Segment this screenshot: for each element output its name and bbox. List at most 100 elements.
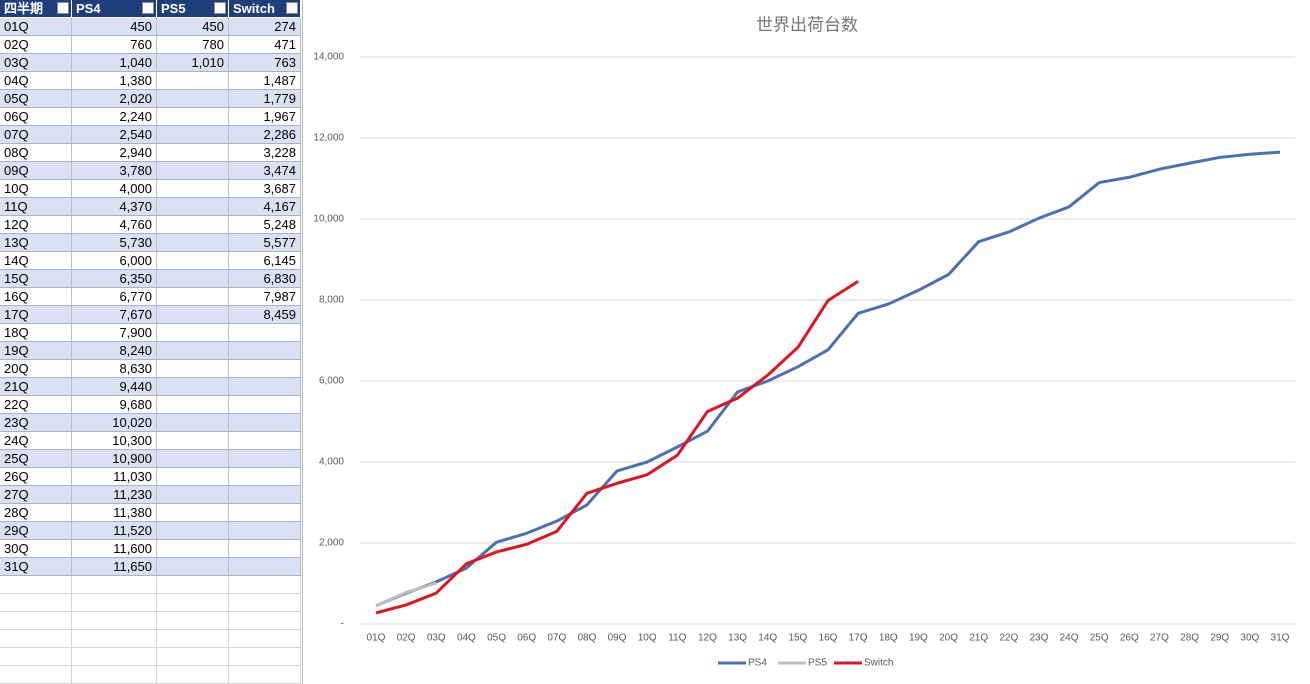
- table-cell: [157, 216, 229, 234]
- x-tick-label: 31Q: [1271, 633, 1290, 644]
- table-row: 03Q 1,040 1,010 763: [0, 54, 301, 72]
- table-cell: 6,350: [72, 270, 157, 288]
- table-cell: [157, 72, 229, 90]
- table-cell: 21Q: [0, 378, 72, 396]
- table-row: 26Q 11,030: [0, 468, 301, 486]
- table-cell: 10Q: [0, 180, 72, 198]
- table-row: 11Q 4,370 4,167: [0, 198, 301, 216]
- empty-cell: [0, 594, 72, 612]
- empty-row: [0, 612, 301, 630]
- series-line: [375, 150, 1281, 608]
- table-cell: 15Q: [0, 270, 72, 288]
- table-cell: 2,286: [229, 126, 301, 144]
- table-cell: 5,248: [229, 216, 301, 234]
- table-cell: [157, 144, 229, 162]
- table-row: 25Q 10,900: [0, 450, 301, 468]
- table-cell: 6,770: [72, 288, 157, 306]
- x-tick-label: 18Q: [879, 633, 898, 644]
- table-cell: 9,680: [72, 396, 157, 414]
- table-cell: 450: [157, 18, 229, 36]
- header-cell[interactable]: PS5: [157, 0, 229, 18]
- table-cell: 2,240: [72, 108, 157, 126]
- x-tick-label: 23Q: [1029, 633, 1048, 644]
- table-cell: 8,459: [229, 306, 301, 324]
- header-cell[interactable]: 四半期: [0, 0, 72, 18]
- table-cell: [157, 288, 229, 306]
- empty-cell: [229, 612, 301, 630]
- table-row: 13Q 5,730 5,577: [0, 234, 301, 252]
- x-tick-label: 10Q: [638, 633, 657, 644]
- x-tick-label: 08Q: [577, 633, 596, 644]
- table-row: 24Q 10,300: [0, 432, 301, 450]
- table-cell: 04Q: [0, 72, 72, 90]
- table-cell: 13Q: [0, 234, 72, 252]
- table-cell: 17Q: [0, 306, 72, 324]
- table-cell: [157, 126, 229, 144]
- empty-cell: [0, 648, 72, 666]
- empty-cell: [229, 594, 301, 612]
- empty-cell: [72, 630, 157, 648]
- table-cell: 4,167: [229, 198, 301, 216]
- table-cell: 1,040: [72, 54, 157, 72]
- x-tick-label: 24Q: [1060, 633, 1079, 644]
- table-cell: [229, 432, 301, 450]
- x-tick-label: 09Q: [608, 633, 627, 644]
- table-row: 09Q 3,780 3,474: [0, 162, 301, 180]
- table-cell: 3,474: [229, 162, 301, 180]
- table-cell: [229, 450, 301, 468]
- chart: 世界出荷台数 - 2,000 4,000 6,000 8,000 10,000 12,000…: [313, 15, 1295, 669]
- table-cell: 16Q: [0, 288, 72, 306]
- empty-cell: [72, 576, 157, 594]
- table-cell: 25Q: [0, 450, 72, 468]
- empty-row: [0, 666, 301, 684]
- table-cell: [229, 396, 301, 414]
- empty-cell: [229, 666, 301, 684]
- empty-cell: [157, 630, 229, 648]
- y-tick-label: 6,000: [319, 376, 344, 387]
- table-cell: [157, 198, 229, 216]
- table-cell: 5,730: [72, 234, 157, 252]
- header-cell[interactable]: Switch: [229, 0, 301, 18]
- table-row: 04Q 1,380 1,487: [0, 72, 301, 90]
- empty-cell: [0, 576, 72, 594]
- table-cell: 28Q: [0, 504, 72, 522]
- x-tick-label: 11Q: [668, 633, 686, 644]
- table-cell: 11,650: [72, 558, 157, 576]
- legend-label: PS4: [748, 658, 767, 669]
- table-row: 17Q 7,670 8,459: [0, 306, 301, 324]
- table-row: 28Q 11,380: [0, 504, 301, 522]
- table-cell: 10,020: [72, 414, 157, 432]
- legend-label: PS5: [808, 658, 827, 669]
- empty-cell: [157, 576, 229, 594]
- table-cell: [157, 252, 229, 270]
- table-row: 02Q 760 780 471: [0, 36, 301, 54]
- table-cell: [157, 522, 229, 540]
- header-cell[interactable]: PS4: [72, 0, 157, 18]
- y-tick-label: 12,000: [313, 133, 344, 144]
- table-cell: [229, 558, 301, 576]
- table-cell: [157, 306, 229, 324]
- table-row: 31Q 11,650: [0, 558, 301, 576]
- table-cell: 31Q: [0, 558, 72, 576]
- table-cell: 26Q: [0, 468, 72, 486]
- x-tick-label: 13Q: [728, 633, 747, 644]
- table-row: 06Q 2,240 1,967: [0, 108, 301, 126]
- table-cell: 11,600: [72, 540, 157, 558]
- empty-cell: [72, 612, 157, 630]
- empty-row: [0, 648, 301, 666]
- y-tick-label: 14,000: [313, 52, 344, 63]
- table-cell: 6,830: [229, 270, 301, 288]
- table-cell: [229, 504, 301, 522]
- table-cell: 780: [157, 36, 229, 54]
- x-tick-label: 05Q: [487, 633, 506, 644]
- x-tick-label: 12Q: [698, 633, 717, 644]
- table-cell: 03Q: [0, 54, 72, 72]
- table-row: 27Q 11,230: [0, 486, 301, 504]
- table-cell: 05Q: [0, 90, 72, 108]
- table-cell: 07Q: [0, 126, 72, 144]
- table-cell: 763: [229, 54, 301, 72]
- x-tick-label: 19Q: [909, 633, 928, 644]
- table-cell: 8,240: [72, 342, 157, 360]
- x-tick-label: 25Q: [1090, 633, 1109, 644]
